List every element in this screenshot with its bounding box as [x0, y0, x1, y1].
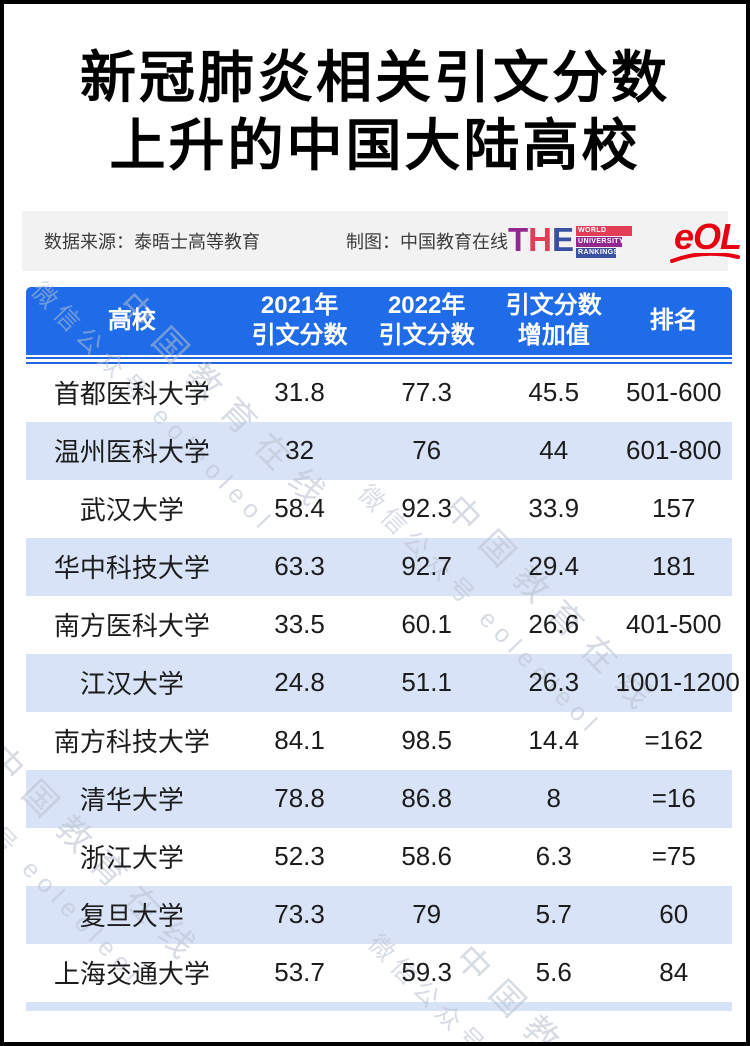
- bottom-stripe: [26, 1001, 732, 1011]
- cell-rank: =16: [651, 783, 696, 814]
- title-line-1: 新冠肺炎相关引文分数: [80, 46, 670, 109]
- cell-increase: 14.4: [528, 725, 580, 756]
- cell-rank: 401-500: [626, 609, 722, 640]
- table-row: 南方医科大学 33.5 60.1 26.6 401-500: [26, 596, 732, 654]
- cell-rank: 84: [659, 957, 689, 988]
- table-row: 华中科技大学 63.3 92.7 29.4 181: [26, 537, 732, 596]
- the-world-university-rankings-logo: THE WORLD UNIVERSITY RANKINGS: [508, 220, 633, 258]
- credit-label: 制图：中国教育在线: [346, 231, 508, 252]
- table-header-row: 高校 2021年 引文分数 2022年 引文分数 引文分数 增加值 排名: [26, 286, 732, 355]
- table-row: 温州医科大学 32 76 44 601-800: [26, 421, 732, 480]
- page-title: 新冠肺炎相关引文分数 上升的中国大陆高校: [4, 44, 746, 181]
- cell-university: 南方科技大学: [53, 727, 210, 758]
- column-header-2021-score: 2021年 引文分数: [251, 292, 348, 349]
- cell-2021-score: 63.3: [274, 551, 325, 582]
- cell-2022-score: 77.3: [401, 377, 452, 408]
- cell-rank: 1001-1200: [615, 667, 740, 698]
- cell-university: 首都医科大学: [53, 379, 210, 410]
- cell-increase: 45.5: [528, 377, 580, 408]
- cell-2022-score: 60.1: [401, 609, 452, 640]
- cell-2021-score: 24.8: [274, 667, 325, 698]
- table-row: 清华大学 78.8 86.8 8 =16: [26, 769, 732, 828]
- cell-2021-score: 31.8: [274, 377, 325, 408]
- cell-rank: 181: [652, 551, 696, 582]
- cell-increase: 5.6: [535, 957, 572, 988]
- cell-increase: 6.3: [535, 841, 572, 872]
- cell-2022-score: 98.5: [401, 725, 452, 756]
- cell-increase: 5.7: [535, 899, 572, 930]
- cell-2022-score: 92.3: [401, 493, 452, 524]
- cell-university: 复旦大学: [79, 901, 184, 932]
- table-row: 上海交通大学 53.7 59.3 5.6 84: [26, 944, 732, 1002]
- cell-university: 江汉大学: [79, 669, 184, 700]
- cell-university: 温州医科大学: [53, 437, 210, 468]
- cell-2022-score: 51.1: [401, 667, 452, 698]
- cell-2022-score: 92.7: [401, 551, 452, 582]
- cell-2022-score: 59.3: [401, 957, 452, 988]
- column-header-university: 高校: [107, 306, 156, 334]
- cell-rank: 601-800: [626, 435, 722, 466]
- cell-2022-score: 86.8: [401, 783, 452, 814]
- the-letter-e: E: [552, 220, 575, 258]
- the-word-university: UNIVERSITY: [576, 236, 624, 247]
- cell-university: 华中科技大学: [53, 553, 210, 584]
- header-divider: [26, 356, 732, 364]
- eol-swoosh-icon: [670, 252, 741, 263]
- cell-2022-score: 76: [412, 435, 442, 466]
- cell-rank: 501-600: [626, 377, 722, 408]
- cell-2022-score: 58.6: [401, 841, 452, 872]
- cell-rank: =162: [644, 725, 704, 756]
- data-source-label: 数据来源：泰晤士高等教育: [44, 231, 260, 252]
- eol-logo-mark: eOL: [670, 218, 742, 263]
- table-row: 南方科技大学 84.1 98.5 14.4 =162: [26, 712, 732, 770]
- cell-university: 武汉大学: [79, 495, 184, 526]
- cell-university: 浙江大学: [79, 843, 184, 874]
- cell-increase: 26.6: [528, 609, 580, 640]
- table-row: 首都医科大学 31.8 77.3 45.5 501-600: [26, 364, 732, 422]
- the-word-world: WORLD: [576, 225, 633, 236]
- cell-university: 清华大学: [79, 785, 184, 816]
- cell-increase: 33.9: [528, 493, 580, 524]
- cell-2021-score: 33.5: [274, 609, 325, 640]
- the-letter-t: T: [508, 220, 529, 258]
- table-body: 首都医科大学 31.8 77.3 45.5 501-600 温州医科大学 32 76 44 601…: [26, 364, 740, 1002]
- meta-bar: 数据来源：泰晤士高等教育 制图：中国教育在线 THE WORLD UNIVERS…: [22, 210, 742, 271]
- title-line-2: 上升的中国大陆高校: [109, 114, 641, 178]
- cell-rank: 157: [652, 493, 696, 524]
- cell-university: 上海交通大学: [53, 959, 210, 990]
- table-row: 浙江大学 52.3 58.6 6.3 =75: [26, 828, 732, 886]
- cell-university: 南方医科大学: [53, 611, 210, 642]
- cell-increase: 29.4: [528, 551, 580, 582]
- cell-2021-score: 52.3: [274, 841, 325, 872]
- cell-rank: =75: [651, 841, 696, 872]
- cell-increase: 26.3: [528, 667, 580, 698]
- the-logo-letters: THE: [508, 220, 575, 258]
- eol-logo: eOL 中国教育在线 www.eol.cn: [670, 218, 746, 263]
- the-logo-words: WORLD UNIVERSITY RANKINGS: [576, 225, 633, 258]
- column-header-rank: 排名: [649, 306, 698, 334]
- cell-2021-score: 53.7: [274, 957, 325, 988]
- cell-increase: 8: [546, 783, 561, 814]
- table-row: 江汉大学 24.8 51.1 26.3 1001-1200: [26, 653, 740, 712]
- cell-2022-score: 79: [412, 899, 442, 930]
- cell-2021-score: 73.3: [274, 899, 325, 930]
- the-word-rankings: RANKINGS: [576, 247, 618, 258]
- cell-rank: 60: [659, 899, 689, 930]
- table-row: 复旦大学 73.3 79 5.7 60: [26, 885, 732, 944]
- data-table: 高校 2021年 引文分数 2022年 引文分数 引文分数 增加值 排名 首都医…: [4, 276, 740, 1042]
- cell-2021-score: 58.4: [274, 493, 325, 524]
- column-header-increase: 引文分数 增加值: [505, 292, 602, 349]
- table-row: 武汉大学 58.4 92.3 33.9 157: [26, 480, 732, 538]
- cell-2021-score: 84.1: [274, 725, 325, 756]
- the-letter-h: H: [528, 220, 553, 258]
- cell-2021-score: 32: [285, 435, 315, 466]
- cell-2021-score: 78.8: [274, 783, 325, 814]
- cell-increase: 44: [539, 435, 569, 466]
- column-header-2022-score: 2022年 引文分数: [378, 292, 475, 349]
